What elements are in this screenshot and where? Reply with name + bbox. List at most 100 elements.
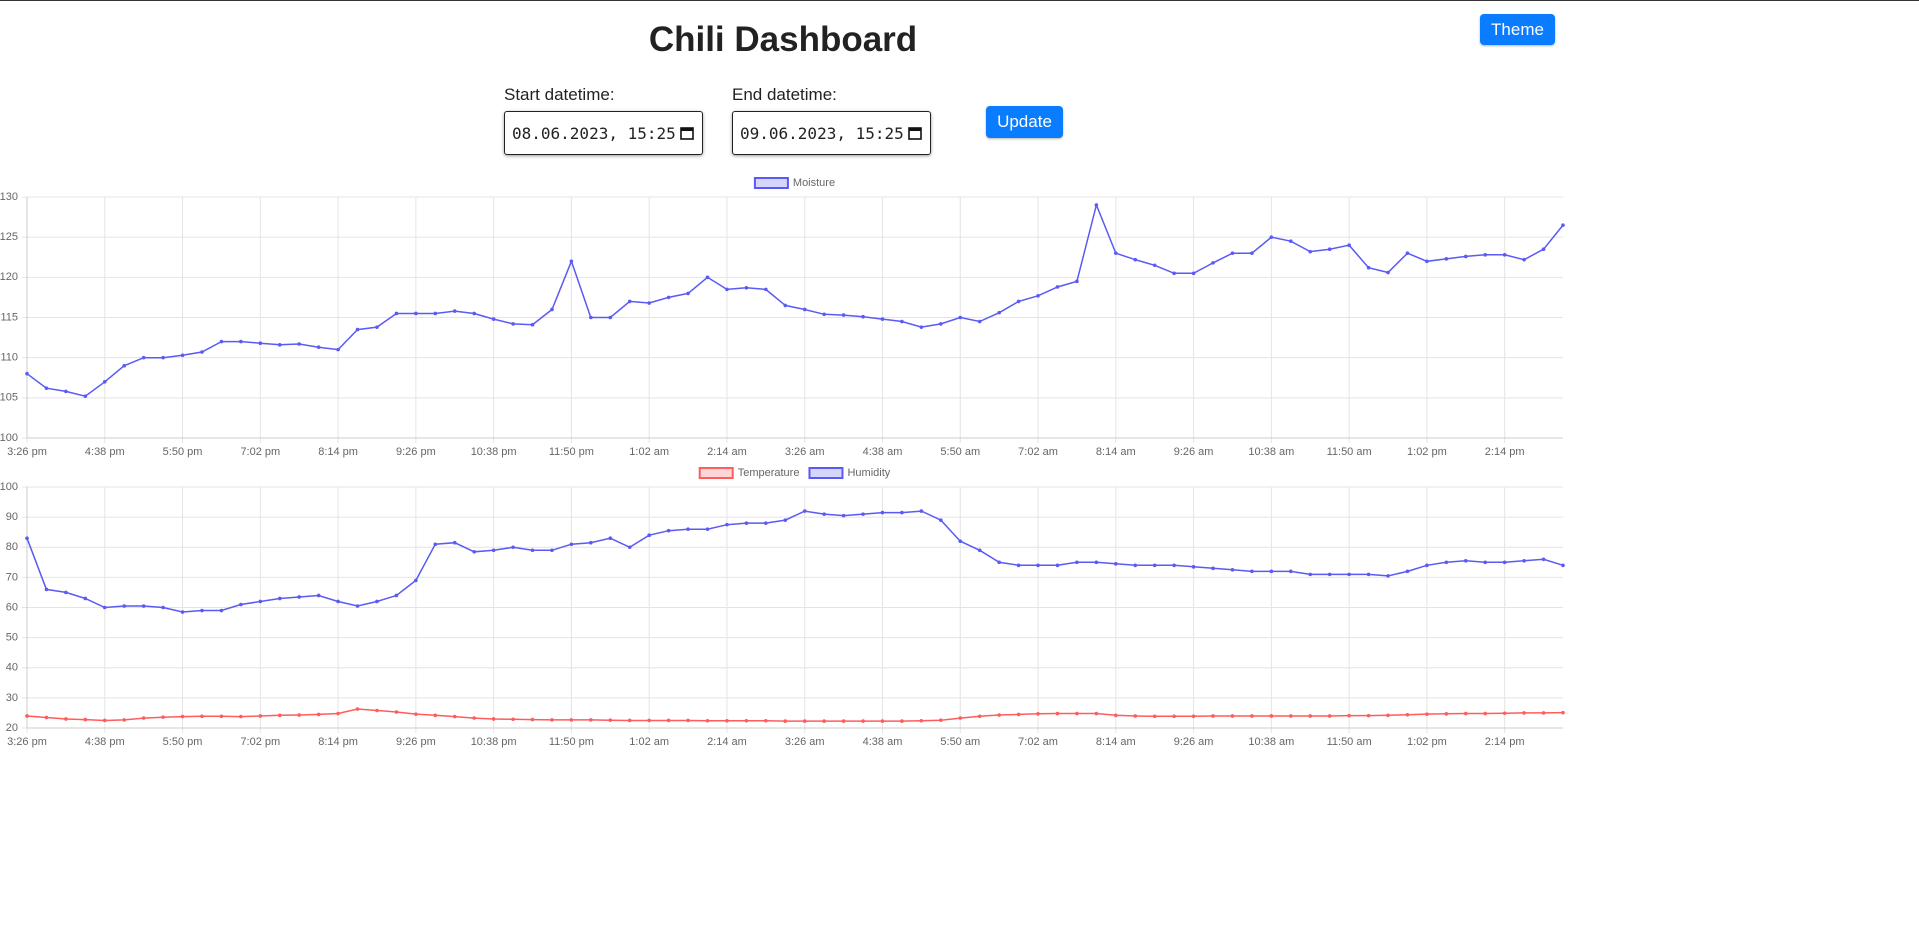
data-point <box>180 610 185 614</box>
data-point <box>1541 247 1546 252</box>
data-point <box>1405 251 1410 256</box>
data-point <box>1055 711 1060 716</box>
data-point <box>239 339 243 344</box>
data-point <box>1561 223 1565 227</box>
data-point <box>472 311 476 316</box>
data-point <box>1250 569 1254 574</box>
data-point <box>1191 565 1196 569</box>
data-point <box>1016 299 1021 304</box>
data-point <box>958 315 963 320</box>
data-point <box>1288 239 1293 243</box>
data-point <box>1036 294 1040 298</box>
x-tick-label: 1:02 am <box>629 446 669 458</box>
data-point <box>1522 559 1526 563</box>
data-point <box>1463 711 1468 716</box>
y-tick-label: 50 <box>6 632 18 644</box>
legend-label: Temperature <box>738 467 800 479</box>
data-point <box>1405 712 1410 717</box>
data-point <box>258 714 263 718</box>
data-point <box>1094 203 1099 207</box>
start-input[interactable]: 08.06.2023, 15:25 <box>504 111 703 155</box>
x-tick-label: 11:50 pm <box>549 736 594 748</box>
update-button[interactable]: Update <box>986 106 1063 138</box>
data-point <box>861 314 865 319</box>
data-point <box>627 299 632 304</box>
data-point <box>414 578 418 583</box>
y-tick-label: 70 <box>6 571 18 583</box>
data-point <box>608 315 613 320</box>
data-point <box>161 355 165 360</box>
data-point <box>900 510 904 515</box>
data-point <box>1522 257 1526 262</box>
data-point <box>1094 560 1099 565</box>
data-point <box>1016 712 1021 717</box>
data-point <box>1366 713 1371 718</box>
data-point <box>977 319 982 324</box>
x-tick-label: 8:14 am <box>1096 446 1136 458</box>
x-tick-label: 7:02 am <box>1018 736 1058 748</box>
data-point <box>83 596 88 601</box>
x-tick-label: 4:38 pm <box>85 736 125 748</box>
data-point <box>1036 563 1040 568</box>
data-point <box>316 593 321 598</box>
data-point <box>958 716 963 720</box>
data-point <box>1502 560 1507 565</box>
data-point <box>939 518 943 522</box>
data-point <box>627 545 632 550</box>
data-point <box>1250 251 1254 256</box>
data-point <box>64 590 68 595</box>
data-point <box>511 322 515 326</box>
data-point <box>102 718 107 723</box>
legend: Moisture <box>753 177 835 189</box>
data-point <box>822 719 826 723</box>
calendar-icon <box>908 127 922 140</box>
data-point <box>375 599 379 604</box>
data-point <box>355 604 360 608</box>
data-point <box>919 718 924 723</box>
data-point <box>900 719 904 723</box>
data-point <box>297 713 302 717</box>
data-point <box>1172 714 1176 719</box>
x-tick-label: 4:38 pm <box>85 446 125 458</box>
data-point <box>744 285 749 290</box>
page-title: Chili Dashboard <box>648 20 918 59</box>
data-point <box>1347 243 1351 247</box>
data-point <box>1191 271 1196 276</box>
y-tick-label: 90 <box>6 511 18 523</box>
data-point <box>1327 572 1332 577</box>
data-point <box>550 548 554 553</box>
data-point <box>122 363 127 368</box>
data-point <box>841 313 846 317</box>
data-point <box>997 713 1001 717</box>
data-point <box>1386 713 1390 718</box>
theme-button[interactable]: Theme <box>1480 14 1555 45</box>
data-point <box>744 718 749 723</box>
x-tick-label: 3:26 pm <box>7 736 47 748</box>
data-point <box>1016 563 1021 568</box>
data-point <box>375 708 379 713</box>
data-point <box>297 342 302 346</box>
data-point <box>705 275 710 280</box>
data-point <box>414 712 418 716</box>
data-point <box>1405 569 1410 574</box>
data-point <box>452 540 457 545</box>
x-tick-label: 1:02 pm <box>1407 736 1447 748</box>
data-point <box>141 716 146 720</box>
x-tick-label: 11:50 pm <box>549 446 594 458</box>
data-point <box>239 714 243 719</box>
end-label: End datetime: <box>732 85 837 104</box>
data-point <box>1483 253 1488 257</box>
data-point <box>44 715 49 720</box>
x-tick-label: 8:14 pm <box>318 446 358 458</box>
end-input[interactable]: 09.06.2023, 15:25 <box>732 111 931 155</box>
x-tick-label: 10:38 am <box>1248 736 1294 748</box>
data-point <box>764 718 768 723</box>
data-point <box>200 350 204 354</box>
top-border <box>0 0 1919 1</box>
data-point <box>744 521 749 525</box>
data-point <box>705 718 710 723</box>
data-point <box>1269 569 1274 574</box>
series-line <box>26 510 1564 613</box>
legend: Temperature Humidity <box>698 467 891 479</box>
data-point <box>1347 713 1351 718</box>
